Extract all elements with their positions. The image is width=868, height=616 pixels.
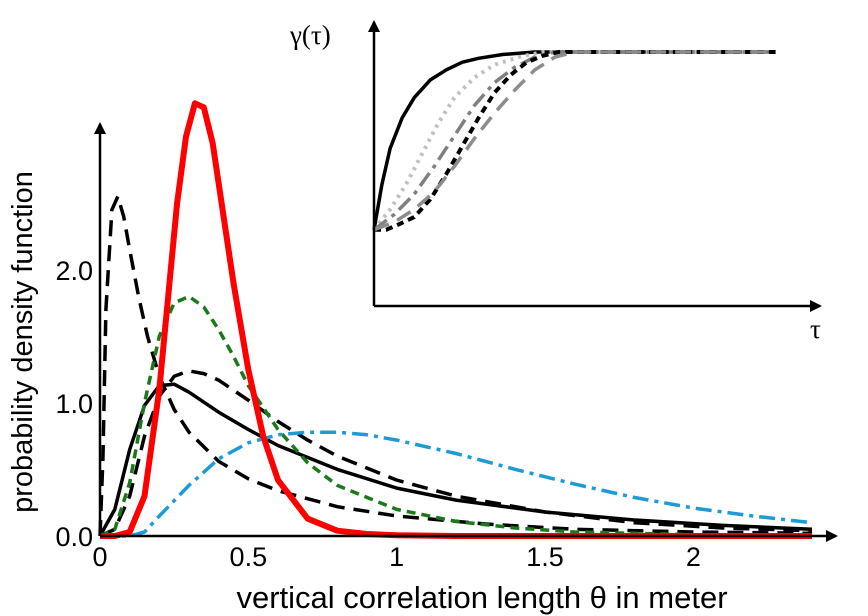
inset-x-axis-label: τ — [810, 314, 821, 344]
main-chart: 0 0.5 1 1.5 2 0.0 1.0 2.0 vertical correlation… — [7, 100, 838, 615]
main-x-ticks: 0 0.5 1 1.5 2 — [92, 542, 700, 572]
main-series-2-line — [99, 369, 813, 538]
main-x-tick-label: 1 — [389, 542, 404, 572]
main-y-ticks: 0.0 1.0 2.0 — [55, 256, 93, 552]
main-x-tick-label: 2 — [686, 542, 701, 572]
main-x-tick-label: 0.5 — [230, 542, 268, 572]
main-x-axis-label: vertical correlation length θ in meter — [236, 580, 727, 615]
main-y-tick-label: 0.0 — [55, 522, 93, 552]
main-y-tick-label: 1.0 — [55, 389, 93, 419]
main-y-axis-label: probability density function — [7, 171, 39, 513]
inset-series-4-line — [373, 50, 776, 232]
main-y-tick-label: 2.0 — [55, 256, 93, 286]
main-series-3-line — [99, 294, 694, 538]
inset-series-layer — [372, 50, 776, 232]
main-x-tick-label: 1.5 — [526, 542, 564, 572]
inset-chart: γ(τ) τ — [289, 20, 822, 344]
inset-background — [374, 36, 804, 306]
inset-series-3-line — [374, 50, 776, 232]
main-series-4-line — [100, 430, 813, 538]
inset-y-axis-label: γ(τ) — [289, 20, 331, 50]
inset-series-1-line — [372, 50, 776, 232]
main-x-tick-label: 0 — [92, 542, 107, 572]
main-series-1-line — [98, 382, 813, 537]
